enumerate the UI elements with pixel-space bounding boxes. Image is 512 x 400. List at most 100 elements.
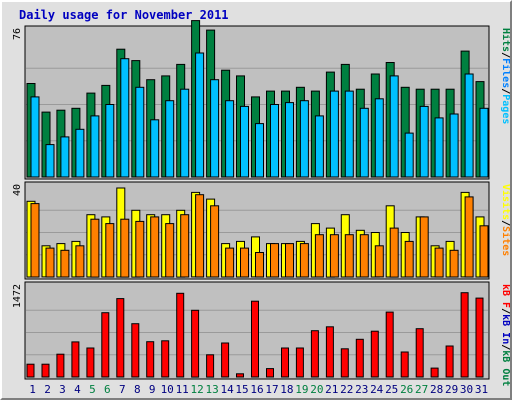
x-tick-label: 24 <box>370 383 384 396</box>
x-tick-label: 15 <box>235 383 248 396</box>
kbytes-kb-f-bar <box>191 309 200 378</box>
visits-sites-sites-bar <box>270 243 279 278</box>
kbytes-kb-f-bar <box>251 300 259 378</box>
visits-sites-sites-bar <box>105 223 115 278</box>
kbytes-kb-f-bar <box>385 311 394 378</box>
kbytes-kb-f-bar <box>56 353 65 378</box>
x-tick-label: 11 <box>176 383 189 396</box>
chart-title: Daily usage for November 2011 <box>19 8 229 22</box>
kbytes-kb-f-bar <box>400 351 409 378</box>
legend-entry-kb-out: kB Out <box>500 350 510 386</box>
x-tick-label: 29 <box>445 383 458 396</box>
hits-files-files-bar <box>344 90 354 178</box>
kbytes-kb-f-bar <box>221 342 230 378</box>
x-tick-label: 6 <box>104 383 111 396</box>
hits-files-files-bar <box>299 100 309 178</box>
hits-files-legend-label: Hits/Files/Pages <box>500 28 510 124</box>
x-tick-label: 18 <box>280 383 293 396</box>
hits-files-files-bar <box>389 75 399 178</box>
legend-entry-kb-f: kB F <box>500 284 510 308</box>
legend-entry-kb-in: kB In <box>500 314 510 344</box>
visits-sites-sites-bar <box>344 234 354 278</box>
hits-files-files-bar <box>404 132 414 178</box>
x-tick-label: 27 <box>415 383 428 396</box>
visits-sites-sites-bar <box>479 225 489 278</box>
legend-entry-hits: Hits <box>500 28 510 52</box>
legend-entry-visits: Visits <box>500 184 510 220</box>
legend-separator: / <box>500 344 510 350</box>
hits-files-files-bar <box>434 117 444 178</box>
visits-sites-sites-bar <box>120 218 130 278</box>
legend-entry-pages: Pages <box>500 94 510 124</box>
x-tick-label: 8 <box>134 383 141 396</box>
x-tick-label: 2 <box>44 383 51 396</box>
hits-files-files-bar <box>120 58 130 178</box>
kbytes-kb-f-bar <box>41 363 50 378</box>
x-tick-label: 26 <box>400 383 413 396</box>
x-tick-label: 25 <box>385 383 398 396</box>
visits-sites-sites-bar <box>374 245 384 278</box>
legend-separator: / <box>500 88 510 94</box>
hits-files-files-bar <box>240 105 249 178</box>
x-tick-label: 21 <box>325 383 338 396</box>
kbytes-kb-f-bar <box>206 354 215 378</box>
visits-sites-sites-bar <box>299 243 309 278</box>
legend-entry-sites: Sites <box>500 226 510 256</box>
kbytes-kb-f-bar <box>370 330 379 378</box>
kbytes-kb-f-bar <box>340 348 349 378</box>
kbytes-kb-f-bar <box>415 328 424 378</box>
hits-files-files-bar <box>90 115 100 178</box>
hits-files-files-bar <box>479 107 489 178</box>
hits-files-files-bar <box>180 88 190 178</box>
visits-sites-sites-bar <box>75 245 85 278</box>
visits-sites-sites-bar <box>135 220 145 278</box>
x-tick-label: 28 <box>430 383 443 396</box>
kbytes-kb-f-bar <box>266 368 274 378</box>
kbytes-kb-f-bar <box>475 297 484 378</box>
panel-visits-sites: 40 Visits/Sites <box>12 181 510 280</box>
x-tick-label: 14 <box>220 383 234 396</box>
x-tick-label: 7 <box>119 383 126 396</box>
kbytes-kb-f-bar <box>355 338 364 378</box>
kbytes-y-tick-label: 1472 <box>12 284 23 308</box>
x-tick-label: 17 <box>265 383 278 396</box>
kbytes-kb-f-bar <box>86 347 95 378</box>
x-tick-label: 10 <box>161 383 174 396</box>
x-tick-label: 5 <box>89 383 96 396</box>
hits-files-files-bar <box>165 100 175 178</box>
x-tick-label: 20 <box>310 383 323 396</box>
visits-sites-sites-bar <box>225 247 235 278</box>
visits-sites-sites-bar <box>404 240 414 278</box>
hits-files-files-bar <box>374 98 384 178</box>
x-tick-label: 3 <box>59 383 66 396</box>
hits-files-files-bar <box>75 128 85 178</box>
kbytes-kb-f-bar <box>460 292 469 378</box>
hits-files-files-bar <box>105 104 115 178</box>
hits-files-files-bar <box>329 90 339 178</box>
visits-sites-sites-bar <box>60 249 70 278</box>
visits-sites-sites-bar <box>240 247 249 278</box>
visits-sites-sites-bar <box>464 196 474 278</box>
kbytes-kb-f-bar <box>146 341 155 378</box>
visits-sites-legend-label: Visits/Sites <box>500 184 510 256</box>
hits-files-files-bar <box>359 107 369 178</box>
hits-files-files-bar <box>195 52 205 178</box>
kbytes-kb-f-bar <box>26 363 35 378</box>
x-tick-label: 23 <box>355 383 368 396</box>
hits-files-files-bar <box>270 104 279 178</box>
visits-sites-sites-bar <box>30 203 40 278</box>
x-tick-label: 19 <box>295 383 308 396</box>
x-tick-label: 16 <box>250 383 263 396</box>
kbytes-kb-f-bar <box>116 298 125 378</box>
legend-separator: / <box>500 308 510 314</box>
kbytes-kb-f-bar <box>161 340 170 378</box>
kbytes-kb-f-bar <box>176 292 185 378</box>
visits-sites-sites-bar <box>329 234 339 278</box>
hits-files-files-bar <box>150 119 160 178</box>
visits-sites-sites-bar <box>150 216 160 278</box>
hits-files-files-bar <box>225 100 235 178</box>
x-tick-label: 30 <box>460 383 473 396</box>
kbytes-kb-f-bar <box>236 373 244 378</box>
visits-sites-sites-bar <box>285 243 294 278</box>
